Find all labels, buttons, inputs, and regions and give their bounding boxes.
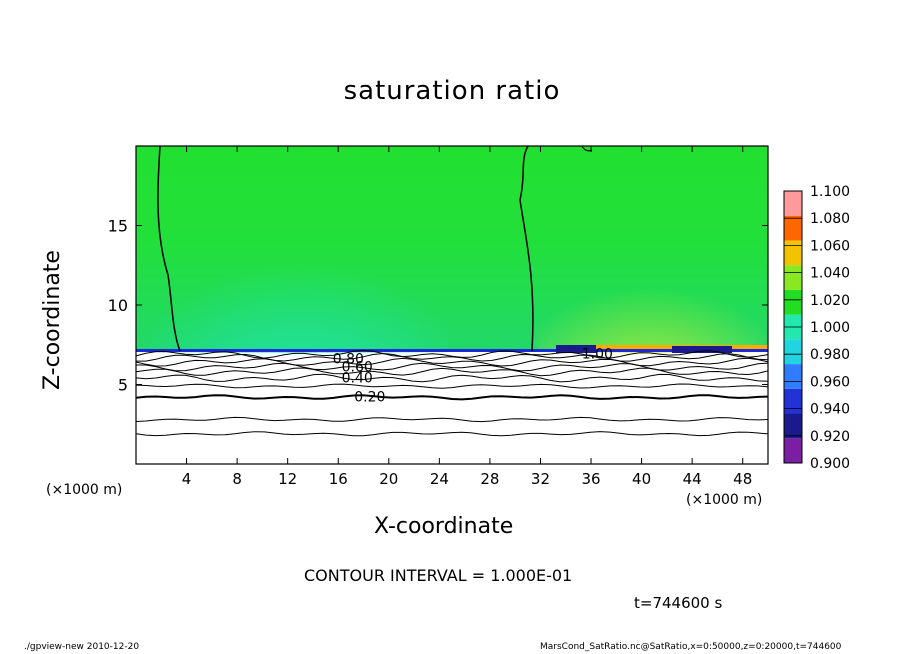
x-tick-label: 40 [632,470,651,488]
x-tick-label: 12 [278,470,297,488]
x-tick-label: 32 [531,470,550,488]
colorbar-swatch [784,240,802,266]
time-stamp: t=744600 s [634,594,723,612]
x-tick-label: 24 [430,470,449,488]
plot-area [135,145,770,464]
contour-interval: CONTOUR INTERVAL = 1.000E-01 [304,566,573,585]
colorbar-label: 1.040 [810,266,850,282]
chart-title: saturation ratio [343,76,561,106]
contour-line-0.2 [135,394,769,401]
x-unit-note-right: (×1000 m) [686,492,763,508]
contour-line-0 [135,431,769,437]
colorbar-label: 1.100 [810,184,850,200]
cloud-base-blue-band [136,349,768,352]
colorbar-swatch [784,413,802,439]
x-tick-label: 36 [581,470,600,488]
colorbar-swatch [784,388,802,414]
x-tick-label: 28 [480,470,499,488]
footer-program: ./gpview-new 2010-12-20 [24,642,140,652]
y-tick-label: 15 [108,217,128,236]
contour-label: 0.20 [354,390,385,406]
contour-line-0.5 [135,367,769,377]
colorbar-swatch [784,215,802,241]
contour-labels: 0.20 0.400.600.80 1.00 [333,347,613,406]
x-axis-label: X-coordinate [374,514,514,539]
x-unit-note-left: (×1000 m) [46,482,123,498]
colorbar-swatch [784,191,802,216]
x-axis: 4 8 12 16 20 24 28 32 36 40 44 48 [182,146,752,488]
colorbar-label: 0.920 [810,429,850,445]
contour-line-0.1 [135,416,769,423]
x-tick-label: 44 [683,470,702,488]
colorbar-swatch [784,438,802,463]
colorbar-swatch [784,265,802,290]
colorbar-label: 0.980 [810,347,850,363]
y-axis: 5 10 15 [108,217,768,395]
footer-source: MarsCond_SatRatio.nc@SatRatio,x=0:50000,… [540,642,842,652]
colorbar-label: 0.900 [810,456,850,472]
blue-patch-1 [556,345,596,354]
contour-line-0.7 [135,357,769,367]
colorbar-label: 0.960 [810,374,850,390]
x-tick-label: 4 [182,470,192,488]
contour-line-0.4 [135,373,769,383]
colorbar-label: 0.940 [810,402,850,418]
contour-label: 1.00 [582,347,613,363]
x-tick-label: 20 [379,470,398,488]
colorbar-label: 1.020 [810,293,850,309]
contour-lines [135,349,769,437]
colorbar-swatch [784,289,802,315]
colorbar-label: 1.000 [810,320,850,336]
contour-line-0.9 [135,349,769,359]
colorbar-swatch [784,364,802,389]
cloud-base-orange-band [570,345,768,349]
colorbar-label: 1.080 [810,211,850,227]
y-tick-label: 5 [118,376,128,395]
x-tick-label: 8 [232,470,242,488]
contour-line-0.3 [135,383,769,389]
contour-line-1-mid [519,145,534,352]
colorbar-label: 1.060 [810,238,850,254]
blue-patch-2 [672,346,732,355]
contour-label: 0.60 [342,359,373,375]
contour-label: 0.40 [342,371,373,387]
y-tick-label: 10 [108,296,128,315]
contour-label: 0.80 [333,351,364,367]
x-tick-label: 16 [329,470,348,488]
colorbar: 0.900 0.920 0.940 0.960 0.980 1.000 1.020 1.040… [783,184,850,472]
x-tick-label: 48 [733,470,752,488]
contour-line-1-left [157,145,181,352]
colorbar-swatch [784,339,802,365]
contour-line-0.6 [136,362,769,372]
y-axis-label: Z-coordinate [40,250,65,390]
